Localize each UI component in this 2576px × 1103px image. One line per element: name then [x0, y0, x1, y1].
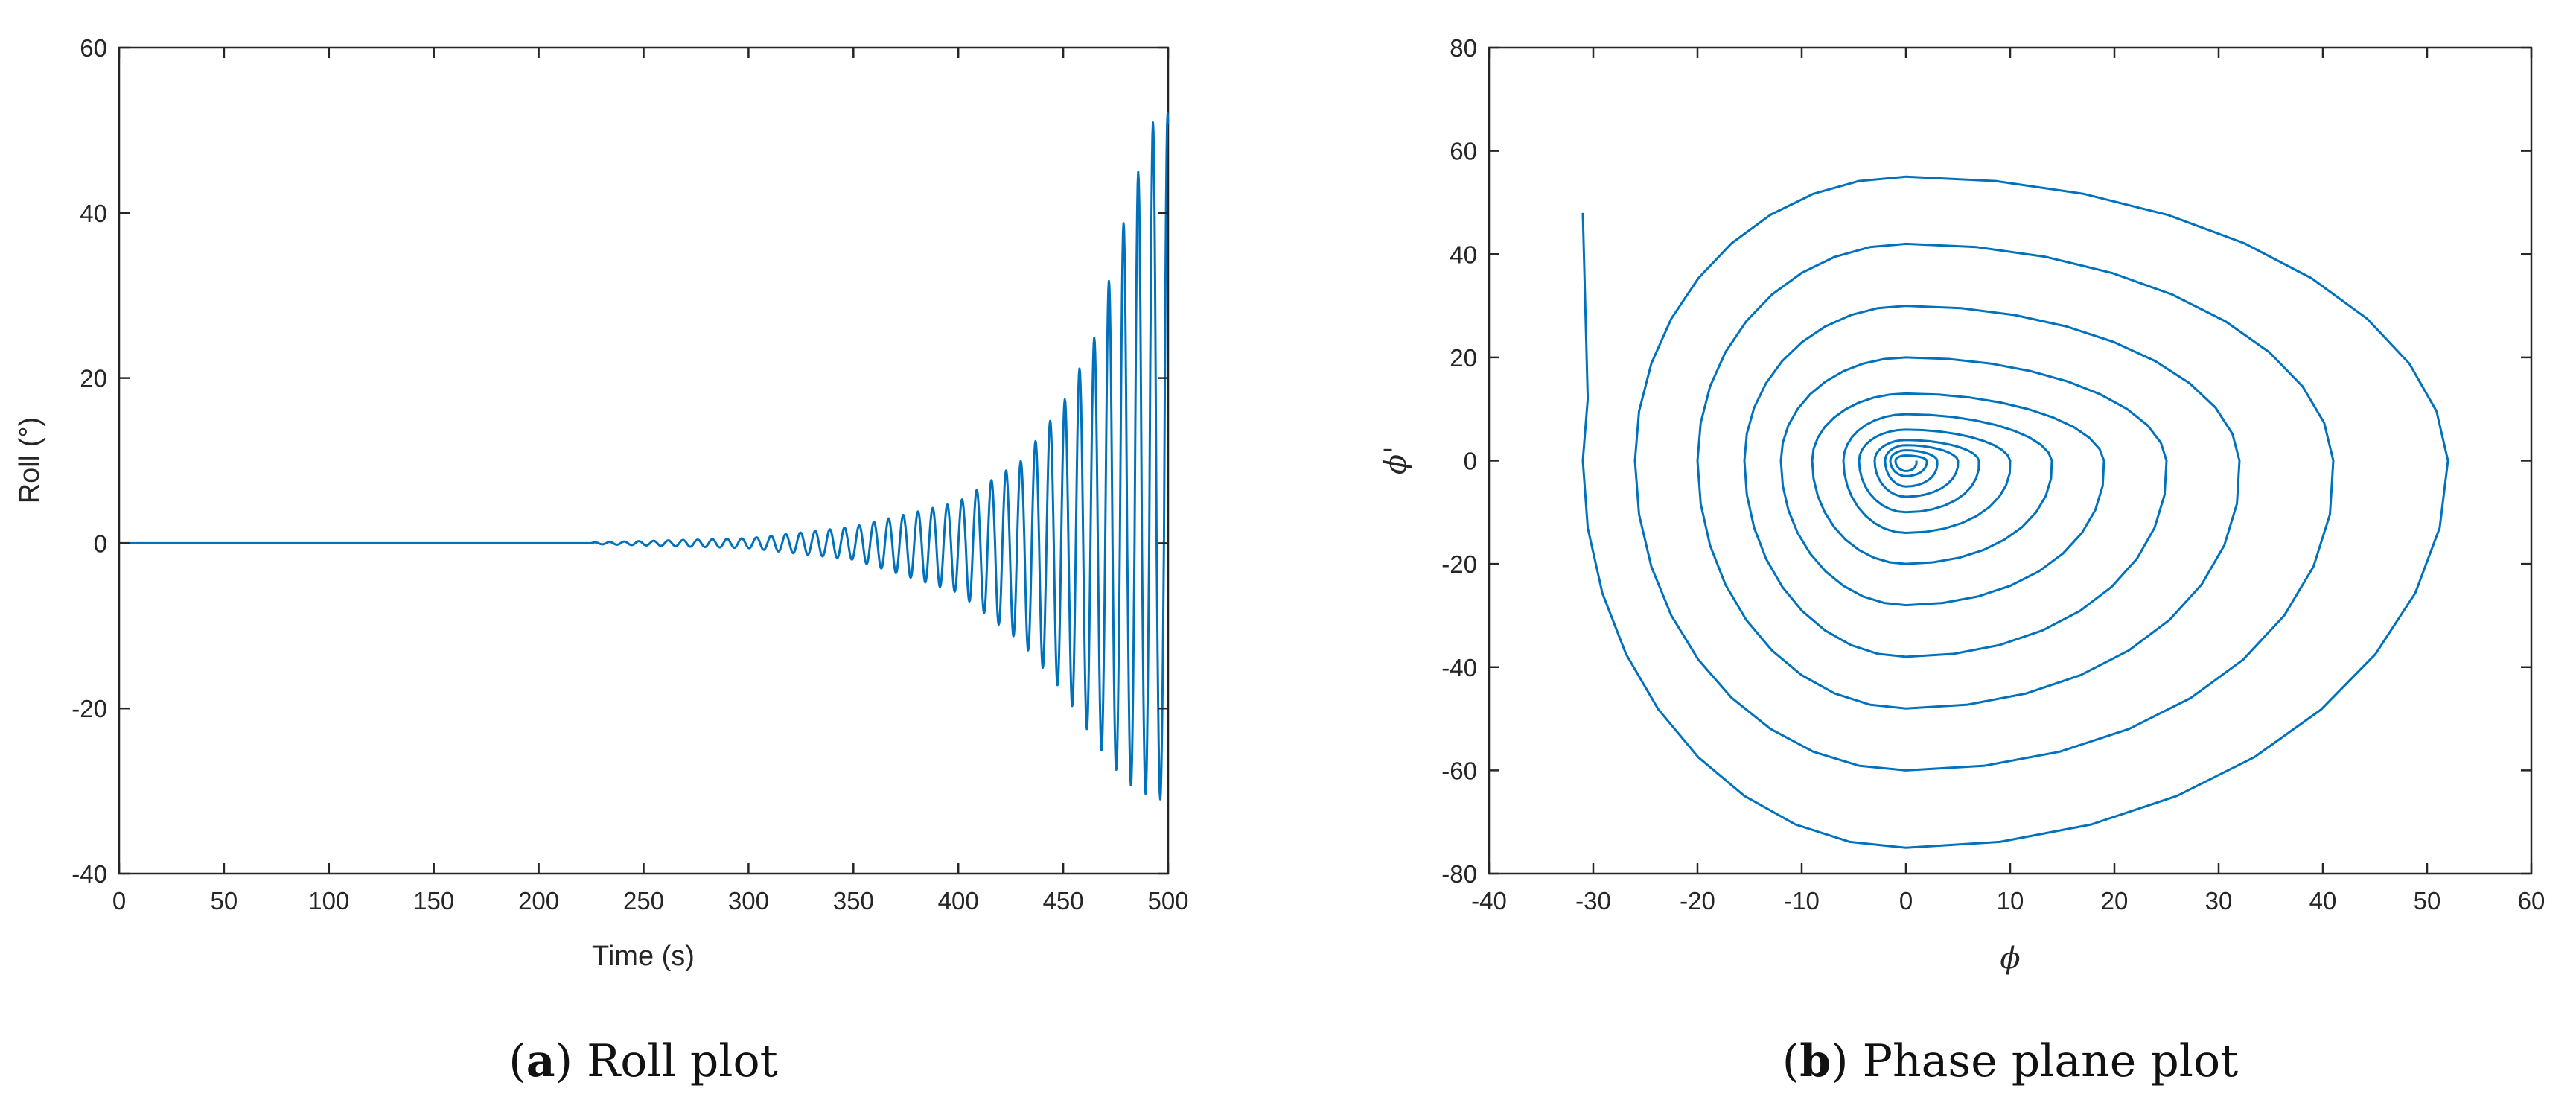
panel-roll-plot: 0 50 100 150 200 250 300 350 400 450 500 -40 -20 0 20 4…: [14, 34, 1189, 1087]
y-tick-label-phase: 0: [1464, 448, 1477, 475]
caption-letter-b: b: [1799, 1035, 1831, 1087]
ticks-phase: -40 -30 -20 -10 0 10 20 30 40 50 60 -80 -60 -40 -20 0 20…: [1441, 34, 2545, 915]
x-tick-label-roll: 250: [623, 887, 664, 915]
x-tick-label-phase: -30: [1575, 887, 1611, 915]
ticks-roll: 0 50 100 150 200 250 300 350 400 450 500 -40 -20 0 20 4…: [71, 34, 1188, 915]
y-axis-label-roll: Roll (°): [14, 417, 45, 504]
x-tick-label-roll: 50: [211, 887, 238, 915]
x-tick-label-roll: 350: [833, 887, 874, 915]
x-tick-label-roll: 300: [728, 887, 769, 915]
x-tick-label-roll: 500: [1147, 887, 1188, 915]
x-tick-label-phase: -40: [1471, 887, 1507, 915]
y-axis-label-phase: ϕ': [1379, 446, 1413, 474]
y-tick-label-phase: -80: [1441, 860, 1477, 888]
x-tick-label-phase: -10: [1784, 887, 1820, 915]
x-tick-label-phase: 50: [2414, 887, 2441, 915]
y-tick-label-phase: -20: [1441, 550, 1477, 578]
plot-area-roll: [118, 46, 1170, 875]
x-tick-label-phase: 40: [2309, 887, 2337, 915]
y-tick-label-phase: -60: [1441, 757, 1477, 784]
y-tick-label-roll: 0: [94, 530, 107, 557]
caption-text-a: Roll plot: [573, 1035, 778, 1087]
caption-text-b: Phase plane plot: [1849, 1035, 2239, 1087]
panel-phase-plane-plot: -40 -30 -20 -10 0 10 20 30 40 50 60 -80 -60 -40 -20 0 20…: [1379, 34, 2545, 1087]
y-tick-label-roll: -40: [71, 860, 107, 888]
y-tick-label-roll: -20: [71, 695, 107, 722]
caption-letter-a: a: [526, 1035, 555, 1087]
axes-frame-roll: [118, 46, 1170, 875]
y-tick-label-phase: -40: [1441, 654, 1477, 681]
x-tick-label-phase: -20: [1680, 887, 1715, 915]
x-tick-label-phase: 60: [2518, 887, 2545, 915]
x-tick-label-roll: 400: [938, 887, 979, 915]
x-tick-label-roll: 200: [518, 887, 559, 915]
x-tick-label-roll: 150: [413, 887, 454, 915]
y-tick-label-roll: 60: [80, 34, 107, 62]
y-tick-label-phase: 80: [1450, 34, 1477, 62]
plot-area-phase: [1488, 46, 2533, 875]
y-tick-label-roll: 40: [80, 200, 107, 227]
y-tick-label-phase: 40: [1450, 241, 1477, 268]
caption-roll-plot: (a) Roll plot: [508, 1035, 777, 1087]
x-tick-label-roll: 450: [1043, 887, 1084, 915]
caption-phase-plane-plot: (b) Phase plane plot: [1782, 1035, 2238, 1087]
x-tick-label-phase: 10: [1997, 887, 2024, 915]
series-roll-line: [118, 112, 1170, 801]
y-tick-label-roll: 20: [80, 365, 107, 392]
y-tick-label-phase: 60: [1450, 138, 1477, 165]
x-tick-label-phase: 30: [2205, 887, 2233, 915]
x-tick-label-phase: 20: [2101, 887, 2129, 915]
x-tick-label-roll: 100: [308, 887, 349, 915]
x-tick-label-phase: 0: [1899, 887, 1913, 915]
series-phase-spiral: [1581, 175, 2449, 849]
x-axis-label-roll: Time (s): [592, 941, 695, 972]
x-tick-label-roll: 0: [112, 887, 126, 915]
y-tick-label-phase: 20: [1450, 344, 1477, 372]
x-axis-label-phase: ϕ: [2000, 941, 2020, 976]
